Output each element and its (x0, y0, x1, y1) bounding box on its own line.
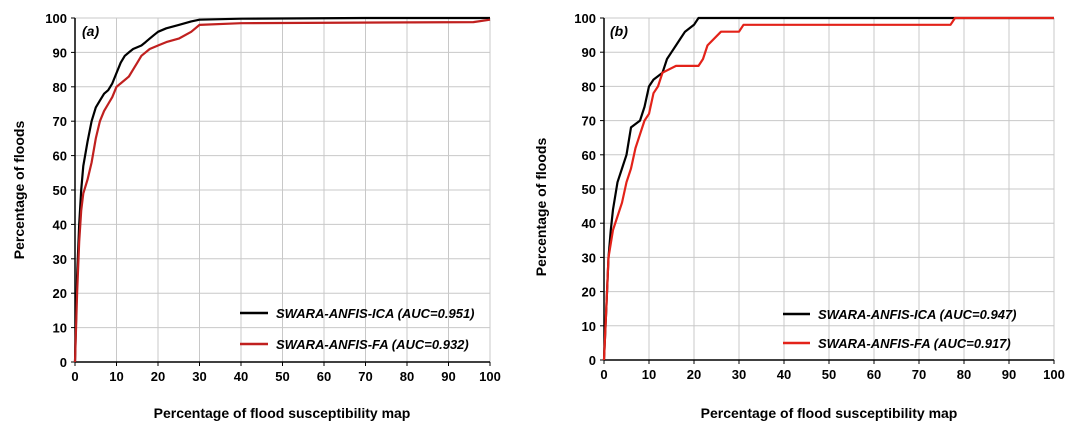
y-tick-label: 50 (582, 182, 596, 197)
y-axis-title: Percentage of floods (533, 138, 549, 277)
series-line-fa (602, 16, 1054, 361)
y-tick-label: 70 (582, 114, 596, 129)
x-tick-label: 20 (151, 369, 165, 384)
y-tick-label: 40 (53, 217, 67, 232)
series-line-ica (73, 16, 490, 363)
y-tick-label: 0 (589, 353, 596, 368)
x-tick-label: 60 (317, 369, 331, 384)
legend-label-fa: SWARA-ANFIS-FA (AUC=0.917) (818, 336, 1011, 351)
x-tick-label: 90 (1002, 367, 1016, 382)
y-tick-label: 0 (60, 355, 67, 370)
legend-label-ica: SWARA-ANFIS-ICA (AUC=0.947) (818, 307, 1017, 322)
x-tick-label: 30 (732, 367, 746, 382)
legend: SWARA-ANFIS-ICA (AUC=0.951) SWARA-ANFIS-F… (240, 306, 475, 352)
y-tick-label: 40 (582, 216, 596, 231)
panel-label: (b) (610, 23, 628, 39)
y-tick-label: 10 (53, 321, 67, 336)
x-tick-label: 100 (1043, 367, 1065, 382)
chart-panel-b: 0 10 20 30 40 50 60 70 80 90 100 0 10 20 30 40 50 60 70 80 9… (533, 11, 1065, 421)
legend: SWARA-ANFIS-ICA (AUC=0.947) SWARA-ANFIS-F… (783, 307, 1017, 351)
x-tick-label: 70 (358, 369, 372, 384)
x-tick-label: 20 (687, 367, 701, 382)
x-tick-label: 70 (912, 367, 926, 382)
x-tick-label: 80 (957, 367, 971, 382)
y-tick-label: 70 (53, 114, 67, 129)
series-line-ica (602, 16, 1054, 361)
y-tick-label: 90 (53, 45, 67, 60)
x-tick-label: 0 (71, 369, 78, 384)
x-tick-label: 90 (441, 369, 455, 384)
chart-panel-a: 0 10 20 30 40 50 60 70 80 90 100 0 10 20 30 40 50 60 70 80 9… (11, 11, 501, 421)
x-axis-title: Percentage of flood susceptibility map (154, 405, 411, 421)
x-tick-label: 40 (234, 369, 248, 384)
x-tick-label: 100 (479, 369, 501, 384)
y-tick-label: 50 (53, 183, 67, 198)
y-tick-label: 100 (45, 11, 67, 26)
legend-label-fa: SWARA-ANFIS-FA (AUC=0.932) (276, 337, 469, 352)
x-tick-label: 50 (822, 367, 836, 382)
y-tick-label: 80 (582, 79, 596, 94)
x-tick-label: 40 (777, 367, 791, 382)
y-tick-label: 30 (582, 250, 596, 265)
panel-label: (a) (82, 23, 99, 39)
x-tick-label: 10 (109, 369, 123, 384)
y-tick-label: 90 (582, 45, 596, 60)
y-tick-label: 80 (53, 80, 67, 95)
y-tick-label: 60 (53, 149, 67, 164)
x-tick-label: 80 (400, 369, 414, 384)
legend-label-ica: SWARA-ANFIS-ICA (AUC=0.951) (276, 306, 475, 321)
y-tick-label: 60 (582, 148, 596, 163)
x-tick-label: 10 (642, 367, 656, 382)
x-tick-label: 30 (192, 369, 206, 384)
y-tick-label: 10 (582, 319, 596, 334)
series-line-fa (73, 18, 491, 363)
x-tick-label: 60 (867, 367, 881, 382)
y-axis-title: Percentage of floods (11, 121, 27, 260)
y-tick-label: 100 (574, 11, 596, 26)
y-tick-label: 20 (582, 285, 596, 300)
y-tick-label: 30 (53, 252, 67, 267)
y-tick-label: 20 (53, 286, 67, 301)
x-tick-label: 50 (275, 369, 289, 384)
x-tick-label: 0 (600, 367, 607, 382)
x-axis-title: Percentage of flood susceptibility map (701, 405, 958, 421)
